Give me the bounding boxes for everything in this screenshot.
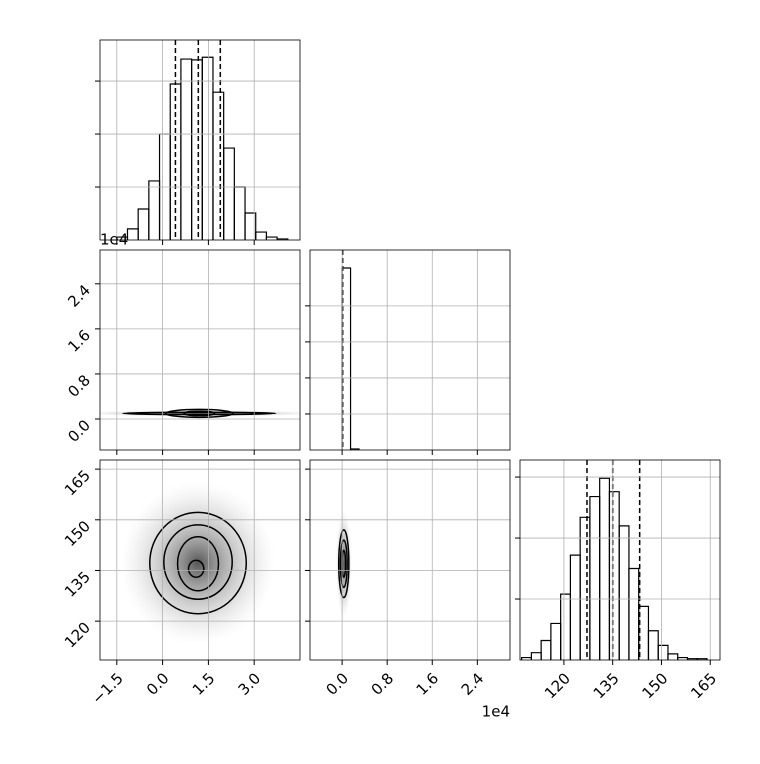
hist-bin xyxy=(201,56,214,240)
hist-bin xyxy=(244,212,257,240)
hist-bin xyxy=(628,567,640,660)
hist-bin xyxy=(212,91,225,240)
panel-plot xyxy=(335,509,352,618)
x-tick-label: 135 xyxy=(590,669,623,702)
hist-bin xyxy=(223,147,235,240)
panel-plot xyxy=(120,481,276,645)
hist-bin xyxy=(255,231,268,240)
hist-bin xyxy=(276,238,289,240)
panel-plot xyxy=(521,460,708,660)
contour xyxy=(339,539,348,589)
contour xyxy=(122,411,277,416)
hist-bin xyxy=(608,491,620,660)
hist-bin xyxy=(191,59,203,240)
hist-bin xyxy=(126,228,139,240)
x-tick-label: −1.5 xyxy=(88,669,126,707)
hist-bin xyxy=(599,477,611,660)
contour xyxy=(183,410,216,417)
x-tick-label: 1.6 xyxy=(413,669,443,699)
x-tick-label: 120 xyxy=(541,669,574,702)
contour xyxy=(149,511,248,615)
hist-bin xyxy=(530,652,542,660)
hist-bin xyxy=(550,622,562,660)
x-tick-label: 0.0 xyxy=(323,669,353,699)
hist-bin xyxy=(579,516,591,660)
x-tick-label: 0.0 xyxy=(143,669,173,699)
y-tick-label: 135 xyxy=(61,568,94,601)
x-tick-label: 1.5 xyxy=(189,669,219,699)
y-tick-label: 0.8 xyxy=(64,371,94,401)
hist-bin xyxy=(647,630,659,660)
hist-bin xyxy=(657,644,669,660)
panel: 120 135 150 165 xyxy=(515,459,721,702)
panel-plot xyxy=(116,40,289,240)
hist-bin xyxy=(618,525,630,660)
y-tick-label: 150 xyxy=(61,517,94,550)
panel-plot xyxy=(341,250,360,450)
panel-frame xyxy=(309,249,511,451)
x-tick-label: 0.8 xyxy=(368,669,398,699)
offset-label: 1e4 xyxy=(482,703,510,721)
panel-frame xyxy=(519,459,721,661)
y-tick-label: 1.6 xyxy=(64,326,94,356)
contour xyxy=(337,529,350,599)
hist-bin xyxy=(265,236,278,240)
x-tick-label: 150 xyxy=(638,669,671,702)
panel xyxy=(95,39,301,245)
y-tick-label: 0.0 xyxy=(64,416,94,446)
panel-frame xyxy=(99,459,301,661)
x-tick-label: 165 xyxy=(687,669,720,702)
y-tick-label: 2.4 xyxy=(64,281,94,311)
panel-frame xyxy=(309,459,511,661)
panel: 0.0 0.8 1.6 2.4 1e4 xyxy=(305,459,511,721)
hist-bin xyxy=(540,639,552,660)
hist-bin xyxy=(569,554,581,660)
contour xyxy=(187,559,205,578)
contour xyxy=(163,524,233,600)
panel-plot xyxy=(100,408,300,419)
y-tick-label: 120 xyxy=(61,618,94,651)
panel xyxy=(305,249,511,455)
x-tick-label: 3.0 xyxy=(235,669,265,699)
hist-bin xyxy=(233,186,246,240)
y-tick-label: 165 xyxy=(61,466,94,499)
density-cloud xyxy=(120,481,276,645)
hist-bin xyxy=(696,658,708,660)
panel: 0.0 0.8 1.6 2.4 1e4 xyxy=(64,231,301,455)
hist-bin xyxy=(589,495,601,660)
panel: −1.5 0.0 1.5 3.0 120 135 150 165 xyxy=(61,459,301,708)
panel-frame xyxy=(99,39,301,241)
panel-frame xyxy=(99,249,301,451)
hist-bin xyxy=(180,58,193,240)
contour xyxy=(164,408,234,419)
x-tick-label: 2.4 xyxy=(458,669,488,699)
offset-label: 1e4 xyxy=(100,231,128,249)
hist-bin xyxy=(349,448,360,450)
contour xyxy=(176,535,220,592)
hist-bin xyxy=(667,653,679,660)
density-cloud xyxy=(335,509,352,618)
hist-bin xyxy=(137,208,150,240)
hist-bin xyxy=(148,180,161,240)
hist-bin xyxy=(560,593,572,660)
